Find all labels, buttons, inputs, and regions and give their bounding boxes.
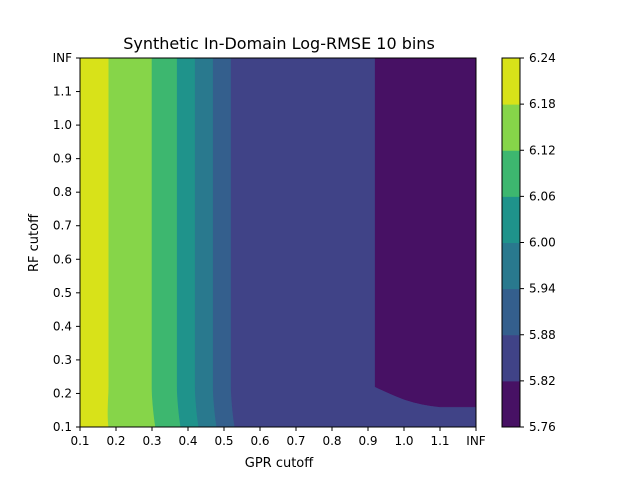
- y-tick-label: 0.8: [53, 185, 72, 199]
- x-tick-label: INF: [466, 434, 486, 448]
- plot-area: [79, 57, 477, 428]
- contour-layer: [79, 57, 477, 428]
- y-axis-label: RF cutoff: [27, 213, 42, 272]
- x-tick-label: 0.1: [70, 434, 89, 448]
- colorbar-tick-label: 5.94: [529, 282, 556, 296]
- y-tick-label: 1.1: [53, 85, 72, 99]
- x-tick-label: 0.6: [250, 434, 269, 448]
- y-tick-label: INF: [53, 51, 73, 65]
- y-tick-label: 0.9: [53, 152, 72, 166]
- x-tick-label: 0.8: [322, 434, 341, 448]
- y-tick-label: 0.2: [53, 386, 72, 400]
- contour-band-6.12-6.18: [107, 57, 156, 428]
- colorbar-segment: [502, 380, 520, 428]
- colorbar-tick-label: 5.88: [529, 328, 556, 342]
- y-tick-label: 1.0: [53, 118, 72, 132]
- x-tick-label: 0.2: [106, 434, 125, 448]
- y-axis: 0.1 0.2 0.3 0.4 0.5 0.6 0.7 0.8 0.9 1.0 1.1 INF: [53, 51, 80, 434]
- colorbar-segment: [502, 242, 520, 290]
- colorbar-tick-label: 5.76: [529, 420, 556, 434]
- y-tick-label: 0.3: [53, 353, 72, 367]
- x-axis-label: GPR cutoff: [245, 456, 315, 471]
- colorbar-segment: [502, 58, 520, 105]
- colorbar-segment: [502, 334, 520, 382]
- colorbar-segment: [502, 104, 520, 151]
- x-tick-label: 1.0: [394, 434, 413, 448]
- contour-band-6.06-6.12: [151, 57, 182, 428]
- y-tick-label: 0.1: [53, 420, 72, 434]
- colorbar-tick-label: 6.24: [529, 51, 556, 65]
- x-tick-label: 1.1: [430, 434, 449, 448]
- colorbar-tick-label: 6.06: [529, 189, 556, 203]
- colorbar: 5.76 5.82 5.88 5.94 6.00 6.06 6.12 6.18 6.24: [501, 51, 556, 434]
- colorbar-tick-label: 6.00: [529, 236, 556, 250]
- y-tick-label: 0.4: [53, 319, 72, 333]
- colorbar-segment: [502, 150, 520, 197]
- y-tick-label: 0.6: [53, 252, 72, 266]
- x-tick-label: 0.5: [214, 434, 233, 448]
- x-tick-label: 0.7: [286, 434, 305, 448]
- x-axis: 0.1 0.2 0.3 0.4 0.5 0.6 0.7 0.8 0.9 1.0 1.1 INF: [70, 427, 486, 448]
- x-tick-label: 0.3: [142, 434, 161, 448]
- chart-title: Synthetic In-Domain Log-RMSE 10 bins: [123, 34, 435, 53]
- colorbar-tick-label: 6.18: [529, 97, 556, 111]
- y-tick-label: 0.5: [53, 286, 72, 300]
- colorbar-segment: [502, 196, 520, 243]
- contour-band-5.76-5.82: [374, 57, 477, 408]
- colorbar-segment: [502, 288, 520, 336]
- y-tick-label: 0.7: [53, 219, 72, 233]
- x-tick-label: 0.4: [178, 434, 197, 448]
- x-tick-label: 0.9: [358, 434, 377, 448]
- plot-frame: [79, 57, 477, 428]
- contour-band-6.18-6.24: [79, 57, 110, 428]
- colorbar-tick-label: 5.82: [529, 374, 556, 388]
- colorbar-tick-label: 6.12: [529, 143, 556, 157]
